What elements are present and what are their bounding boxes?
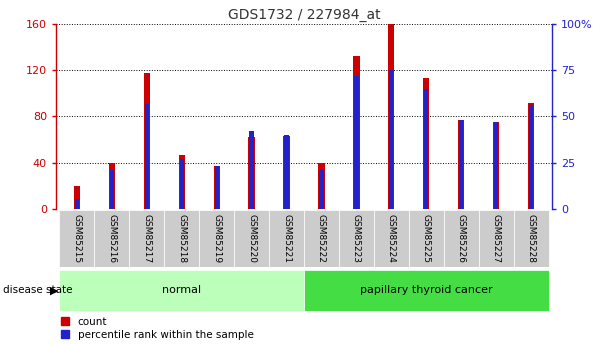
- Bar: [74, 186, 80, 209]
- Bar: [164, 210, 199, 267]
- Bar: [145, 104, 149, 209]
- Bar: [304, 210, 339, 267]
- Text: GSM85224: GSM85224: [387, 215, 396, 263]
- Bar: [269, 210, 304, 267]
- Bar: [215, 166, 219, 209]
- Bar: [234, 210, 269, 267]
- Bar: [389, 70, 393, 209]
- Bar: [388, 24, 395, 209]
- Bar: [285, 135, 289, 209]
- Bar: [424, 89, 429, 209]
- Title: GDS1732 / 227984_at: GDS1732 / 227984_at: [227, 8, 381, 22]
- Text: GSM85221: GSM85221: [282, 214, 291, 264]
- Bar: [179, 159, 184, 209]
- Bar: [319, 170, 323, 209]
- Bar: [60, 270, 304, 311]
- Text: GSM85216: GSM85216: [108, 214, 116, 264]
- Bar: [143, 72, 150, 209]
- Bar: [283, 136, 289, 209]
- Text: GSM85223: GSM85223: [352, 214, 361, 264]
- Text: GSM85215: GSM85215: [72, 214, 81, 264]
- Bar: [319, 162, 325, 209]
- Bar: [354, 76, 359, 209]
- Text: GSM85225: GSM85225: [422, 214, 431, 264]
- Bar: [179, 155, 185, 209]
- Text: GSM85217: GSM85217: [142, 214, 151, 264]
- Bar: [60, 210, 94, 267]
- Bar: [409, 210, 444, 267]
- Bar: [478, 210, 514, 267]
- Text: normal: normal: [162, 286, 201, 295]
- Bar: [199, 210, 234, 267]
- Text: GSM85222: GSM85222: [317, 215, 326, 263]
- Bar: [130, 210, 164, 267]
- Bar: [423, 78, 429, 209]
- Text: papillary thyroid cancer: papillary thyroid cancer: [360, 286, 492, 295]
- Bar: [109, 162, 115, 209]
- Bar: [529, 105, 533, 209]
- Text: disease state: disease state: [3, 286, 72, 295]
- Text: GSM85227: GSM85227: [492, 214, 500, 264]
- Text: GSM85220: GSM85220: [247, 214, 256, 264]
- Bar: [94, 210, 130, 267]
- Text: ▶: ▶: [50, 286, 58, 295]
- Bar: [75, 199, 79, 209]
- Bar: [353, 57, 359, 209]
- Bar: [493, 122, 499, 209]
- Bar: [249, 131, 254, 209]
- Bar: [339, 210, 374, 267]
- Text: GSM85226: GSM85226: [457, 214, 466, 264]
- Bar: [109, 170, 114, 209]
- Bar: [459, 120, 463, 209]
- Text: GSM85218: GSM85218: [177, 214, 186, 264]
- Bar: [514, 210, 548, 267]
- Bar: [444, 210, 478, 267]
- Bar: [528, 102, 534, 209]
- Bar: [458, 120, 465, 209]
- Bar: [213, 166, 220, 209]
- Bar: [494, 122, 499, 209]
- Legend: count, percentile rank within the sample: count, percentile rank within the sample: [61, 317, 254, 340]
- Text: GSM85219: GSM85219: [212, 214, 221, 264]
- Bar: [249, 137, 255, 209]
- Bar: [304, 270, 548, 311]
- Bar: [374, 210, 409, 267]
- Text: GSM85228: GSM85228: [527, 214, 536, 264]
